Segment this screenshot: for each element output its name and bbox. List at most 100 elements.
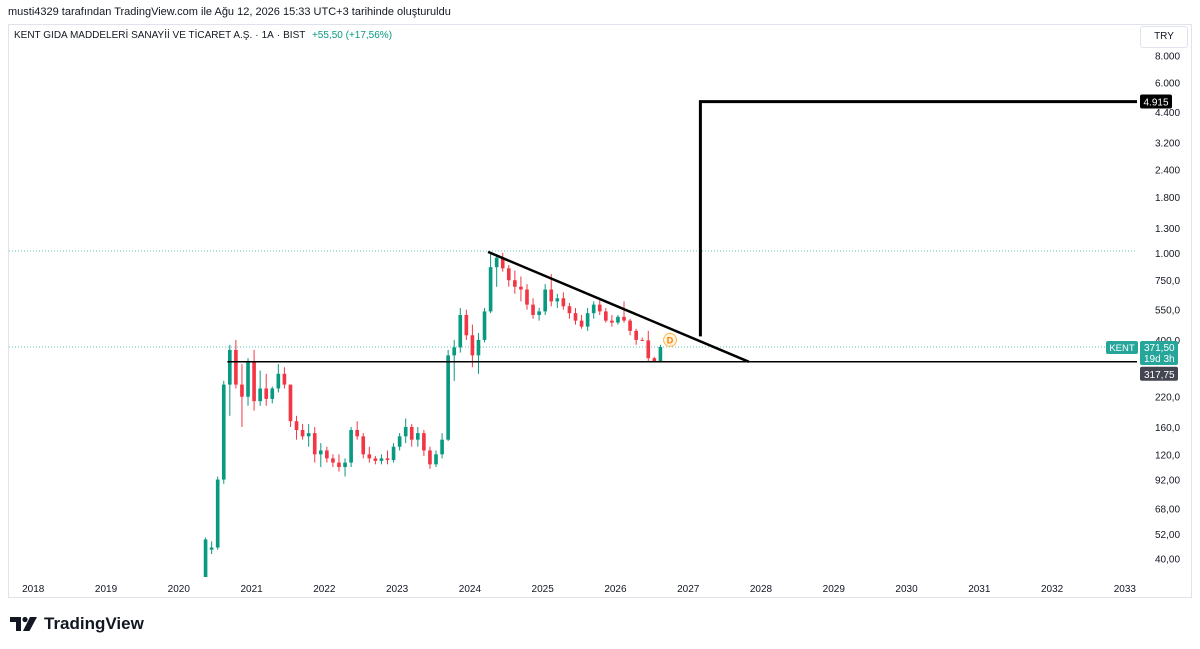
y-tick-label: 750,0 bbox=[1155, 276, 1180, 287]
candle-body bbox=[628, 320, 632, 331]
candle-body bbox=[646, 340, 651, 359]
x-tick-label: 2030 bbox=[895, 584, 918, 595]
last-price-label: 371,50 bbox=[1144, 343, 1175, 354]
candle-body bbox=[555, 298, 560, 302]
dividend-marker-icon[interactable] bbox=[663, 332, 678, 347]
y-tick-label: 68,00 bbox=[1155, 504, 1180, 515]
candle-body bbox=[500, 257, 505, 269]
target-line[interactable] bbox=[698, 100, 1137, 337]
x-tick-label: 2025 bbox=[532, 584, 555, 595]
x-axis[interactable]: 2018 2019 2020 2021 2022 2023 2024 2025 2026 2027… bbox=[22, 584, 1136, 595]
target-price-label: 4.915 bbox=[1143, 98, 1168, 109]
x-tick-label: 2021 bbox=[240, 584, 263, 595]
y-tick-label: 1.800 bbox=[1155, 193, 1180, 204]
candle-body bbox=[640, 339, 645, 341]
symbol-change: +55,50 (+17,56%) bbox=[311, 30, 393, 41]
candle-body bbox=[361, 436, 366, 455]
candle-body bbox=[288, 384, 293, 422]
candle-body bbox=[446, 355, 450, 440]
target-price-tag bbox=[1140, 94, 1172, 109]
candle-body bbox=[658, 346, 663, 363]
y-tick-label: 40,00 bbox=[1155, 555, 1180, 566]
candle-body bbox=[416, 433, 420, 440]
x-tick-label: 2026 bbox=[604, 584, 627, 595]
candle-body bbox=[579, 320, 584, 327]
symbol-exchange: BIST bbox=[283, 30, 306, 41]
x-tick-label: 2024 bbox=[459, 584, 482, 595]
candle-body bbox=[228, 349, 232, 385]
y-tick-label: 120,0 bbox=[1155, 450, 1180, 461]
chart-drawings[interactable] bbox=[227, 100, 1137, 363]
x-tick-label: 2019 bbox=[95, 584, 118, 595]
candle-body bbox=[597, 304, 602, 312]
candle-body bbox=[519, 286, 523, 290]
candle-body bbox=[616, 316, 620, 323]
x-tick-label: 2029 bbox=[823, 584, 846, 595]
candle-body bbox=[367, 454, 372, 459]
bar-countdown-label: 19d 3h bbox=[1144, 354, 1175, 365]
candle-body bbox=[252, 361, 256, 402]
x-tick-label: 2027 bbox=[677, 584, 700, 595]
candle-body bbox=[221, 384, 226, 480]
candle-body bbox=[513, 280, 517, 287]
support-price-tag bbox=[1140, 366, 1178, 381]
x-tick-label: 2018 bbox=[22, 584, 45, 595]
candle-body bbox=[604, 311, 608, 321]
candle-body bbox=[458, 314, 463, 348]
tradingview-wordmark: TradingView bbox=[44, 614, 144, 633]
candle-body bbox=[240, 384, 244, 397]
x-tick-label: 2020 bbox=[168, 584, 191, 595]
tradingview-logo-icon bbox=[10, 616, 37, 631]
candles bbox=[203, 252, 663, 577]
candle-body bbox=[246, 361, 250, 397]
candle-body bbox=[258, 388, 262, 402]
candle-body bbox=[379, 458, 384, 461]
candle-body bbox=[470, 335, 475, 356]
candle-body bbox=[476, 339, 481, 356]
currency-button[interactable]: TRY bbox=[1140, 26, 1188, 48]
symbol-tag bbox=[1106, 340, 1138, 354]
candle-body bbox=[294, 421, 299, 431]
candle-body bbox=[270, 388, 275, 399]
candle-body bbox=[397, 436, 402, 447]
candle-body bbox=[549, 289, 554, 302]
y-tick-label: 220,0 bbox=[1155, 393, 1180, 404]
candle-body bbox=[440, 439, 444, 455]
candle-body bbox=[300, 430, 305, 437]
candle-body bbox=[203, 539, 208, 577]
candle-body bbox=[506, 268, 511, 281]
candle-body bbox=[543, 289, 547, 312]
candle-body bbox=[428, 450, 432, 465]
legend-separator: · bbox=[255, 30, 259, 41]
candle-body bbox=[525, 289, 529, 305]
dotted-levels bbox=[9, 250, 1137, 348]
x-tick-label: 2022 bbox=[313, 584, 336, 595]
candle-body bbox=[373, 458, 378, 461]
candle-body bbox=[585, 313, 590, 327]
candle-body bbox=[494, 257, 499, 268]
symbol-tag-label: KENT bbox=[1109, 343, 1135, 354]
candle-body bbox=[209, 547, 214, 550]
x-tick-label: 2028 bbox=[750, 584, 773, 595]
candle-body bbox=[452, 347, 457, 356]
candle-body bbox=[234, 349, 238, 385]
candle-body bbox=[355, 430, 359, 437]
y-tick-label: 1.000 bbox=[1155, 249, 1180, 260]
descending-trendline[interactable] bbox=[487, 250, 750, 363]
y-axis[interactable]: 8.000 6.000 4.400 3.200 2.400 1.800 1.300 1.000… bbox=[1155, 51, 1180, 565]
y-tick-label: 6.000 bbox=[1155, 79, 1180, 90]
candle-body bbox=[573, 313, 578, 321]
x-tick-label: 2033 bbox=[1114, 584, 1137, 595]
candle-body bbox=[331, 458, 335, 463]
candle-body bbox=[312, 433, 317, 455]
candle-body bbox=[482, 311, 487, 340]
candle-body bbox=[385, 458, 390, 461]
candle-body bbox=[349, 430, 353, 463]
candle-body bbox=[409, 426, 414, 440]
y-tick-label: 8.000 bbox=[1155, 51, 1180, 62]
candle-body bbox=[403, 426, 408, 437]
candle-body bbox=[343, 462, 347, 468]
candle-body bbox=[391, 446, 396, 461]
candle-body bbox=[488, 267, 493, 312]
